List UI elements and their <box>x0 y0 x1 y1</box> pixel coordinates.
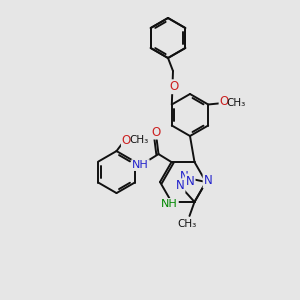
Text: N: N <box>180 170 189 183</box>
Text: O: O <box>170 80 179 93</box>
Text: O: O <box>152 126 161 139</box>
Text: N: N <box>186 175 195 188</box>
Text: NH: NH <box>161 199 178 209</box>
Text: N: N <box>204 175 212 188</box>
Text: O: O <box>122 134 131 147</box>
Text: NH: NH <box>132 160 149 170</box>
Text: O: O <box>220 95 229 108</box>
Text: CH₃: CH₃ <box>129 135 148 145</box>
Text: N: N <box>176 179 184 192</box>
Text: CH₃: CH₃ <box>178 219 197 229</box>
Text: CH₃: CH₃ <box>226 98 246 107</box>
